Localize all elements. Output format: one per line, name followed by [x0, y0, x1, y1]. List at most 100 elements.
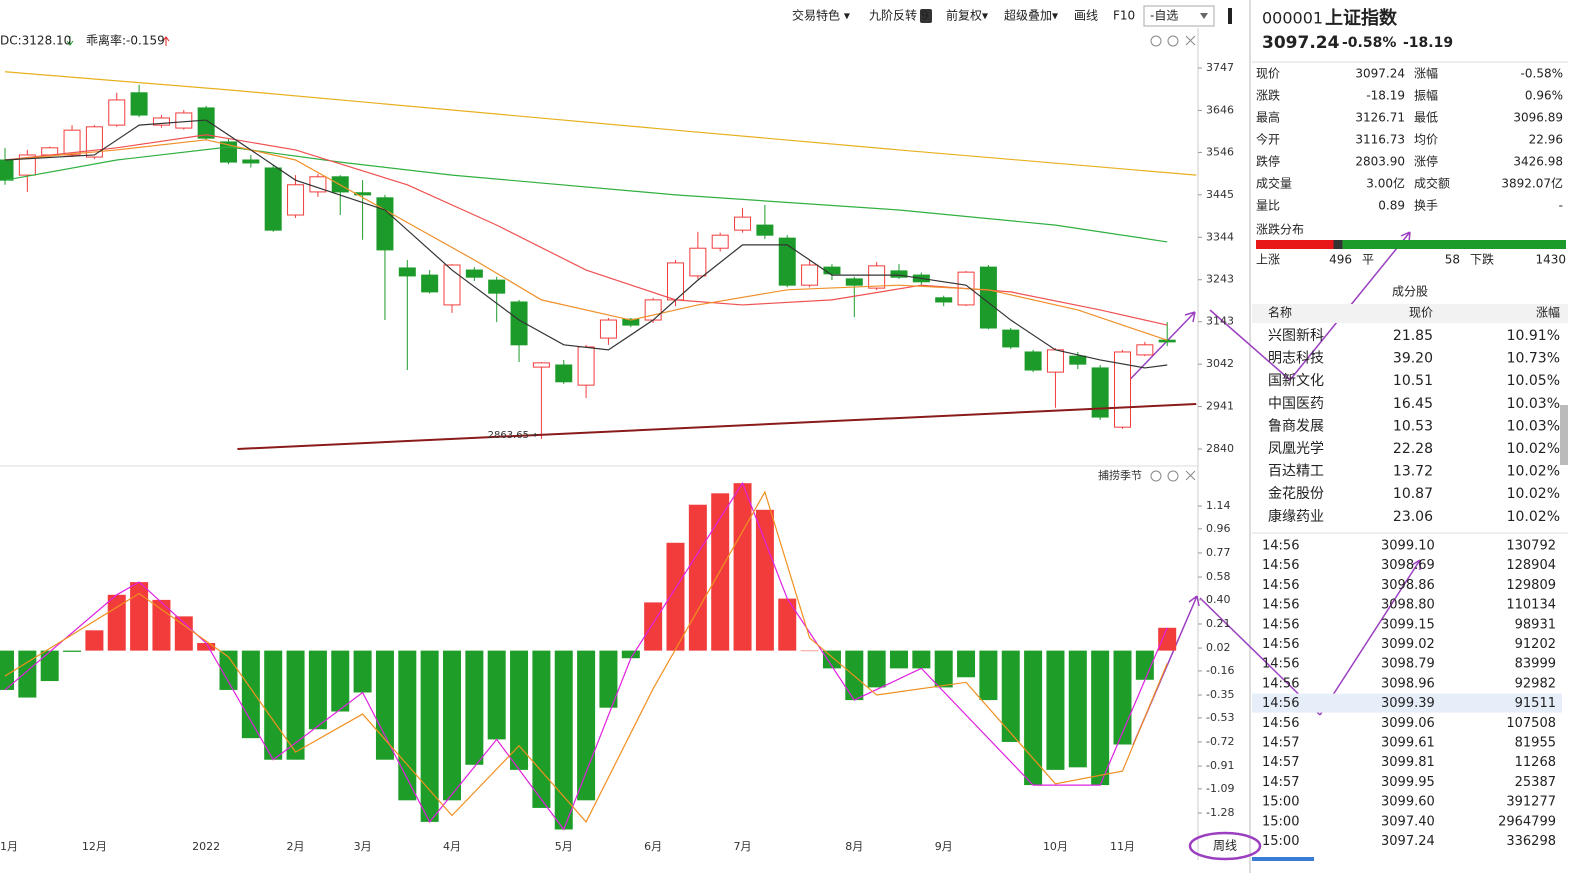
stat-label: 今开 — [1256, 132, 1280, 147]
indicator-line — [4, 139, 1168, 341]
indicator-line — [4, 119, 1168, 369]
toolbar-item[interactable]: 前复权▾ — [946, 8, 988, 23]
y-tick-label: 3646 — [1206, 103, 1234, 116]
toolbar-item[interactable]: F10 — [1113, 9, 1135, 23]
tick-time: 14:57 — [1262, 736, 1299, 751]
candle-body — [1091, 367, 1109, 418]
bar — [353, 650, 372, 693]
y-tick-label: 0.40 — [1206, 593, 1231, 606]
candle-body — [555, 364, 573, 383]
x-tick-label: 5月 — [555, 840, 573, 853]
tick-volume: 130792 — [1506, 539, 1556, 554]
bar — [420, 650, 439, 822]
candle-body — [599, 319, 617, 339]
candle-body — [242, 159, 260, 164]
tick-volume: 83999 — [1515, 657, 1556, 672]
candle-body — [18, 154, 36, 176]
table-header-bg — [1252, 304, 1568, 323]
component-cell[interactable]: 金花股份 — [1268, 486, 1324, 502]
panel-toggle[interactable] — [1228, 8, 1232, 24]
down-bar — [1342, 240, 1566, 249]
stat-value: -0.58% — [1521, 67, 1563, 81]
y-tick-label: 0.96 — [1206, 522, 1231, 535]
stat-label: 跌停 — [1256, 154, 1280, 169]
bar — [755, 509, 774, 651]
bar — [1068, 650, 1087, 768]
component-cell: 10.02% — [1507, 441, 1560, 457]
candle-body — [1046, 349, 1064, 373]
component-cell[interactable]: 明志科技 — [1268, 351, 1324, 367]
bar — [465, 650, 484, 765]
tick-price: 3098.96 — [1381, 676, 1435, 691]
x-tick-label: 11月 — [1110, 840, 1135, 853]
bar — [1135, 650, 1154, 680]
component-cell: 10.53 — [1393, 418, 1433, 434]
bar — [957, 650, 976, 678]
stat-label: 涨幅 — [1414, 66, 1438, 81]
bar — [487, 650, 506, 740]
toolbar-item[interactable]: 画线 — [1074, 9, 1098, 23]
tick-price: 3099.60 — [1381, 795, 1435, 810]
bar — [577, 650, 596, 801]
component-cell: 10.03% — [1507, 396, 1560, 412]
candle-body — [890, 270, 908, 278]
component-cell[interactable]: 中国医药 — [1268, 396, 1324, 412]
tick-price: 3097.24 — [1381, 834, 1435, 849]
stat-value: 3116.73 — [1355, 133, 1405, 147]
toolbar-item[interactable]: 交易特色 ▾ — [792, 8, 850, 23]
stat-label: 量比 — [1256, 199, 1280, 213]
component-cell: 10.05% — [1507, 373, 1560, 389]
tick-time: 14:56 — [1262, 578, 1299, 593]
component-cell[interactable]: 兴图新科 — [1268, 328, 1324, 344]
badge — [920, 9, 932, 23]
scrollbar[interactable] — [1560, 405, 1568, 465]
dist-label: 上涨 — [1256, 252, 1280, 267]
candle-body — [421, 274, 439, 293]
candle-body — [465, 269, 483, 278]
column-header: 涨幅 — [1536, 305, 1560, 320]
tick-time: 14:57 — [1262, 775, 1299, 790]
component-cell[interactable]: 凤凰光学 — [1268, 441, 1324, 457]
bar — [934, 650, 953, 688]
dist-value: 496 — [1329, 253, 1352, 267]
component-cell[interactable]: 康缘药业 — [1268, 508, 1324, 525]
y-tick-label: 0.58 — [1206, 570, 1231, 583]
bar — [554, 650, 573, 830]
tick-time: 14:56 — [1262, 637, 1299, 652]
y-tick-label: 3042 — [1206, 357, 1234, 370]
toolbar-item[interactable]: 超级叠加▾ — [1004, 8, 1058, 23]
low-annotation: 2863.65→ — [488, 430, 538, 441]
component-cell: 10.87 — [1393, 486, 1433, 502]
component-cell[interactable]: 鲁商发展 — [1268, 418, 1324, 434]
stat-value: 3126.71 — [1355, 111, 1405, 125]
component-cell[interactable]: 国新文化 — [1268, 373, 1324, 389]
y-tick-label: 3445 — [1206, 188, 1234, 201]
tick-time: 14:56 — [1262, 617, 1299, 632]
bar — [867, 650, 886, 688]
candle-body — [264, 167, 282, 231]
y-tick-label: -0.16 — [1206, 664, 1234, 677]
y-tick-label: 1.14 — [1206, 499, 1231, 512]
stat-label: 振幅 — [1414, 88, 1438, 103]
component-cell[interactable]: 百达精工 — [1268, 464, 1324, 480]
toolbar-item[interactable]: -自选 — [1150, 9, 1178, 23]
component-cell: 39.20 — [1393, 351, 1433, 367]
tick-time: 15:00 — [1262, 795, 1299, 810]
component-cell: 16.45 — [1393, 396, 1433, 412]
candle-body — [63, 129, 81, 156]
toolbar-item[interactable]: 9 — [921, 9, 929, 23]
candle-body — [823, 266, 841, 275]
stat-value: 22.96 — [1529, 133, 1563, 147]
bar — [621, 650, 640, 659]
candle-body — [845, 278, 863, 286]
select-box[interactable] — [1143, 5, 1215, 27]
y-tick-label: -0.53 — [1206, 711, 1234, 724]
bar — [912, 650, 931, 669]
period-button[interactable]: 周线 — [1213, 839, 1237, 853]
tick-time: 14:57 — [1262, 755, 1299, 770]
tick-price: 3099.95 — [1381, 775, 1435, 790]
candle-body — [1024, 351, 1042, 371]
bar — [241, 650, 260, 739]
bottom-tab[interactable] — [1252, 857, 1314, 861]
toolbar-item[interactable]: 九阶反转 — [869, 8, 917, 23]
